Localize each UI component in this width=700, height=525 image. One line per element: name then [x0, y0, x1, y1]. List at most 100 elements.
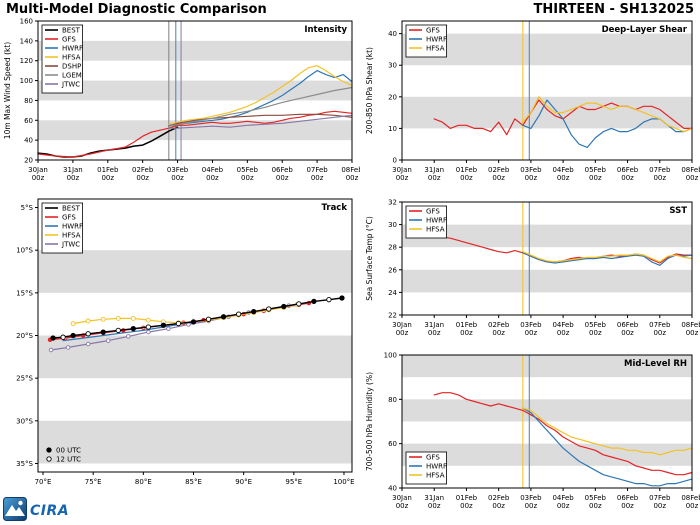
svg-text:0: 0	[393, 157, 397, 165]
svg-text:00z: 00z	[396, 502, 409, 510]
svg-text:LGEM: LGEM	[62, 72, 82, 80]
svg-text:00z: 00z	[686, 502, 699, 510]
svg-text:01Feb: 01Feb	[456, 166, 478, 174]
svg-text:JTWC: JTWC	[61, 81, 80, 89]
svg-text:00z: 00z	[428, 329, 441, 337]
svg-text:Mid-Level RH: Mid-Level RH	[624, 359, 687, 369]
svg-text:12 UTC: 12 UTC	[56, 456, 81, 464]
svg-text:10°S: 10°S	[16, 247, 33, 255]
svg-text:32: 32	[388, 199, 397, 207]
svg-text:DSHP: DSHP	[62, 63, 81, 71]
svg-text:35°S: 35°S	[16, 460, 33, 468]
svg-text:00z: 00z	[621, 502, 634, 510]
svg-text:00z: 00z	[67, 174, 80, 182]
intensity-chart: 20 40 60 80 100 120 140 160 30Jan 00z 31Jan 00z 01Fe…	[0, 16, 363, 196]
svg-text:00z: 00z	[428, 174, 441, 182]
svg-text:08Feb: 08Feb	[341, 166, 360, 174]
svg-text:160: 160	[20, 18, 33, 26]
sst-chart: 22 24 26 28 30 32 30Jan 00z 31Jan 00z 01Feb 00z 02Fe…	[362, 197, 700, 351]
svg-text:00z: 00z	[32, 174, 45, 182]
svg-text:JTWC: JTWC	[61, 241, 80, 249]
svg-text:30: 30	[388, 221, 397, 229]
svg-text:200-850 hPa Shear (kt): 200-850 hPa Shear (kt)	[365, 47, 374, 134]
svg-text:Track: Track	[322, 203, 348, 213]
svg-text:06Feb: 06Feb	[617, 321, 639, 329]
svg-text:05Feb: 05Feb	[585, 494, 607, 502]
svg-text:00z: 00z	[653, 502, 666, 510]
svg-text:00z: 00z	[396, 174, 409, 182]
svg-text:95°E: 95°E	[285, 478, 302, 486]
svg-text:30°S: 30°S	[16, 417, 33, 425]
svg-text:00z: 00z	[589, 174, 602, 182]
svg-text:30Jan: 30Jan	[392, 321, 412, 329]
svg-text:HFSA: HFSA	[426, 226, 445, 234]
svg-text:28: 28	[388, 244, 397, 252]
svg-text:30Jan: 30Jan	[392, 166, 412, 174]
svg-text:20°S: 20°S	[16, 332, 33, 340]
svg-text:HFSA: HFSA	[426, 45, 445, 53]
svg-text:15°S: 15°S	[16, 289, 33, 297]
svg-text:00z: 00z	[101, 174, 114, 182]
svg-text:04Feb: 04Feb	[552, 321, 574, 329]
svg-text:40: 40	[388, 485, 397, 493]
svg-text:00z: 00z	[396, 329, 409, 337]
svg-text:90°E: 90°E	[235, 478, 252, 486]
svg-text:31Jan: 31Jan	[424, 166, 444, 174]
svg-text:02Feb: 02Feb	[132, 166, 154, 174]
svg-text:02Feb: 02Feb	[488, 494, 510, 502]
cira-logo-text: CIRA	[30, 503, 70, 519]
svg-text:5°S: 5°S	[21, 204, 34, 212]
svg-text:80°E: 80°E	[135, 478, 152, 486]
svg-text:00z: 00z	[311, 174, 324, 182]
svg-text:00z: 00z	[653, 174, 666, 182]
svg-text:Sea Surface Temp (°C): Sea Surface Temp (°C)	[365, 216, 374, 301]
svg-text:08Feb: 08Feb	[681, 166, 700, 174]
svg-text:140: 140	[20, 37, 33, 45]
svg-text:GFS: GFS	[62, 36, 76, 44]
svg-text:24: 24	[388, 289, 397, 297]
svg-text:00z: 00z	[557, 174, 570, 182]
svg-text:40: 40	[388, 30, 397, 38]
svg-text:00z: 00z	[589, 502, 602, 510]
svg-text:31Jan: 31Jan	[424, 321, 444, 329]
svg-text:00z: 00z	[460, 329, 473, 337]
svg-text:00z: 00z	[686, 174, 699, 182]
svg-text:80: 80	[388, 396, 397, 404]
svg-text:00z: 00z	[653, 329, 666, 337]
svg-text:HWRF: HWRF	[62, 223, 83, 231]
svg-text:00z: 00z	[276, 174, 289, 182]
svg-text:60: 60	[388, 440, 397, 448]
svg-text:03Feb: 03Feb	[167, 166, 189, 174]
svg-text:22: 22	[388, 312, 397, 320]
svg-text:00z: 00z	[525, 329, 538, 337]
svg-text:00z: 00z	[241, 174, 254, 182]
rh-chart: 40 60 80 100 30Jan 00z 31Jan 00z 01Feb 00z 02Feb 00…	[362, 350, 700, 525]
svg-text:30Jan: 30Jan	[28, 166, 48, 174]
cira-logo-icon	[3, 497, 27, 525]
svg-text:00z: 00z	[525, 174, 538, 182]
svg-text:06Feb: 06Feb	[617, 494, 639, 502]
svg-text:HWRF: HWRF	[426, 36, 447, 44]
svg-text:100: 100	[384, 352, 397, 360]
svg-text:Deep-Layer Shear: Deep-Layer Shear	[602, 25, 688, 35]
svg-text:100°E: 100°E	[333, 478, 354, 486]
svg-text:08Feb: 08Feb	[681, 321, 700, 329]
svg-text:100: 100	[20, 77, 33, 85]
svg-text:10m Max Wind Speed (kt): 10m Max Wind Speed (kt)	[3, 42, 12, 139]
svg-text:00z: 00z	[557, 502, 570, 510]
svg-text:08Feb: 08Feb	[681, 494, 700, 502]
svg-text:01Feb: 01Feb	[97, 166, 119, 174]
svg-text:BEST: BEST	[62, 27, 81, 35]
svg-text:20: 20	[24, 157, 33, 165]
svg-text:70°E: 70°E	[35, 478, 52, 486]
svg-text:30: 30	[388, 62, 397, 70]
storm-title: THIRTEEN - SH132025	[533, 2, 694, 17]
svg-text:40: 40	[24, 137, 33, 145]
svg-text:00z: 00z	[621, 174, 634, 182]
svg-text:00z: 00z	[686, 329, 699, 337]
svg-text:05Feb: 05Feb	[585, 166, 607, 174]
shear-chart: 0 10 20 30 40 30Jan 00z 31Jan 00z 01Feb 00z 02Feb 00…	[362, 16, 700, 198]
svg-text:30Jan: 30Jan	[392, 494, 412, 502]
svg-text:07Feb: 07Feb	[649, 166, 671, 174]
